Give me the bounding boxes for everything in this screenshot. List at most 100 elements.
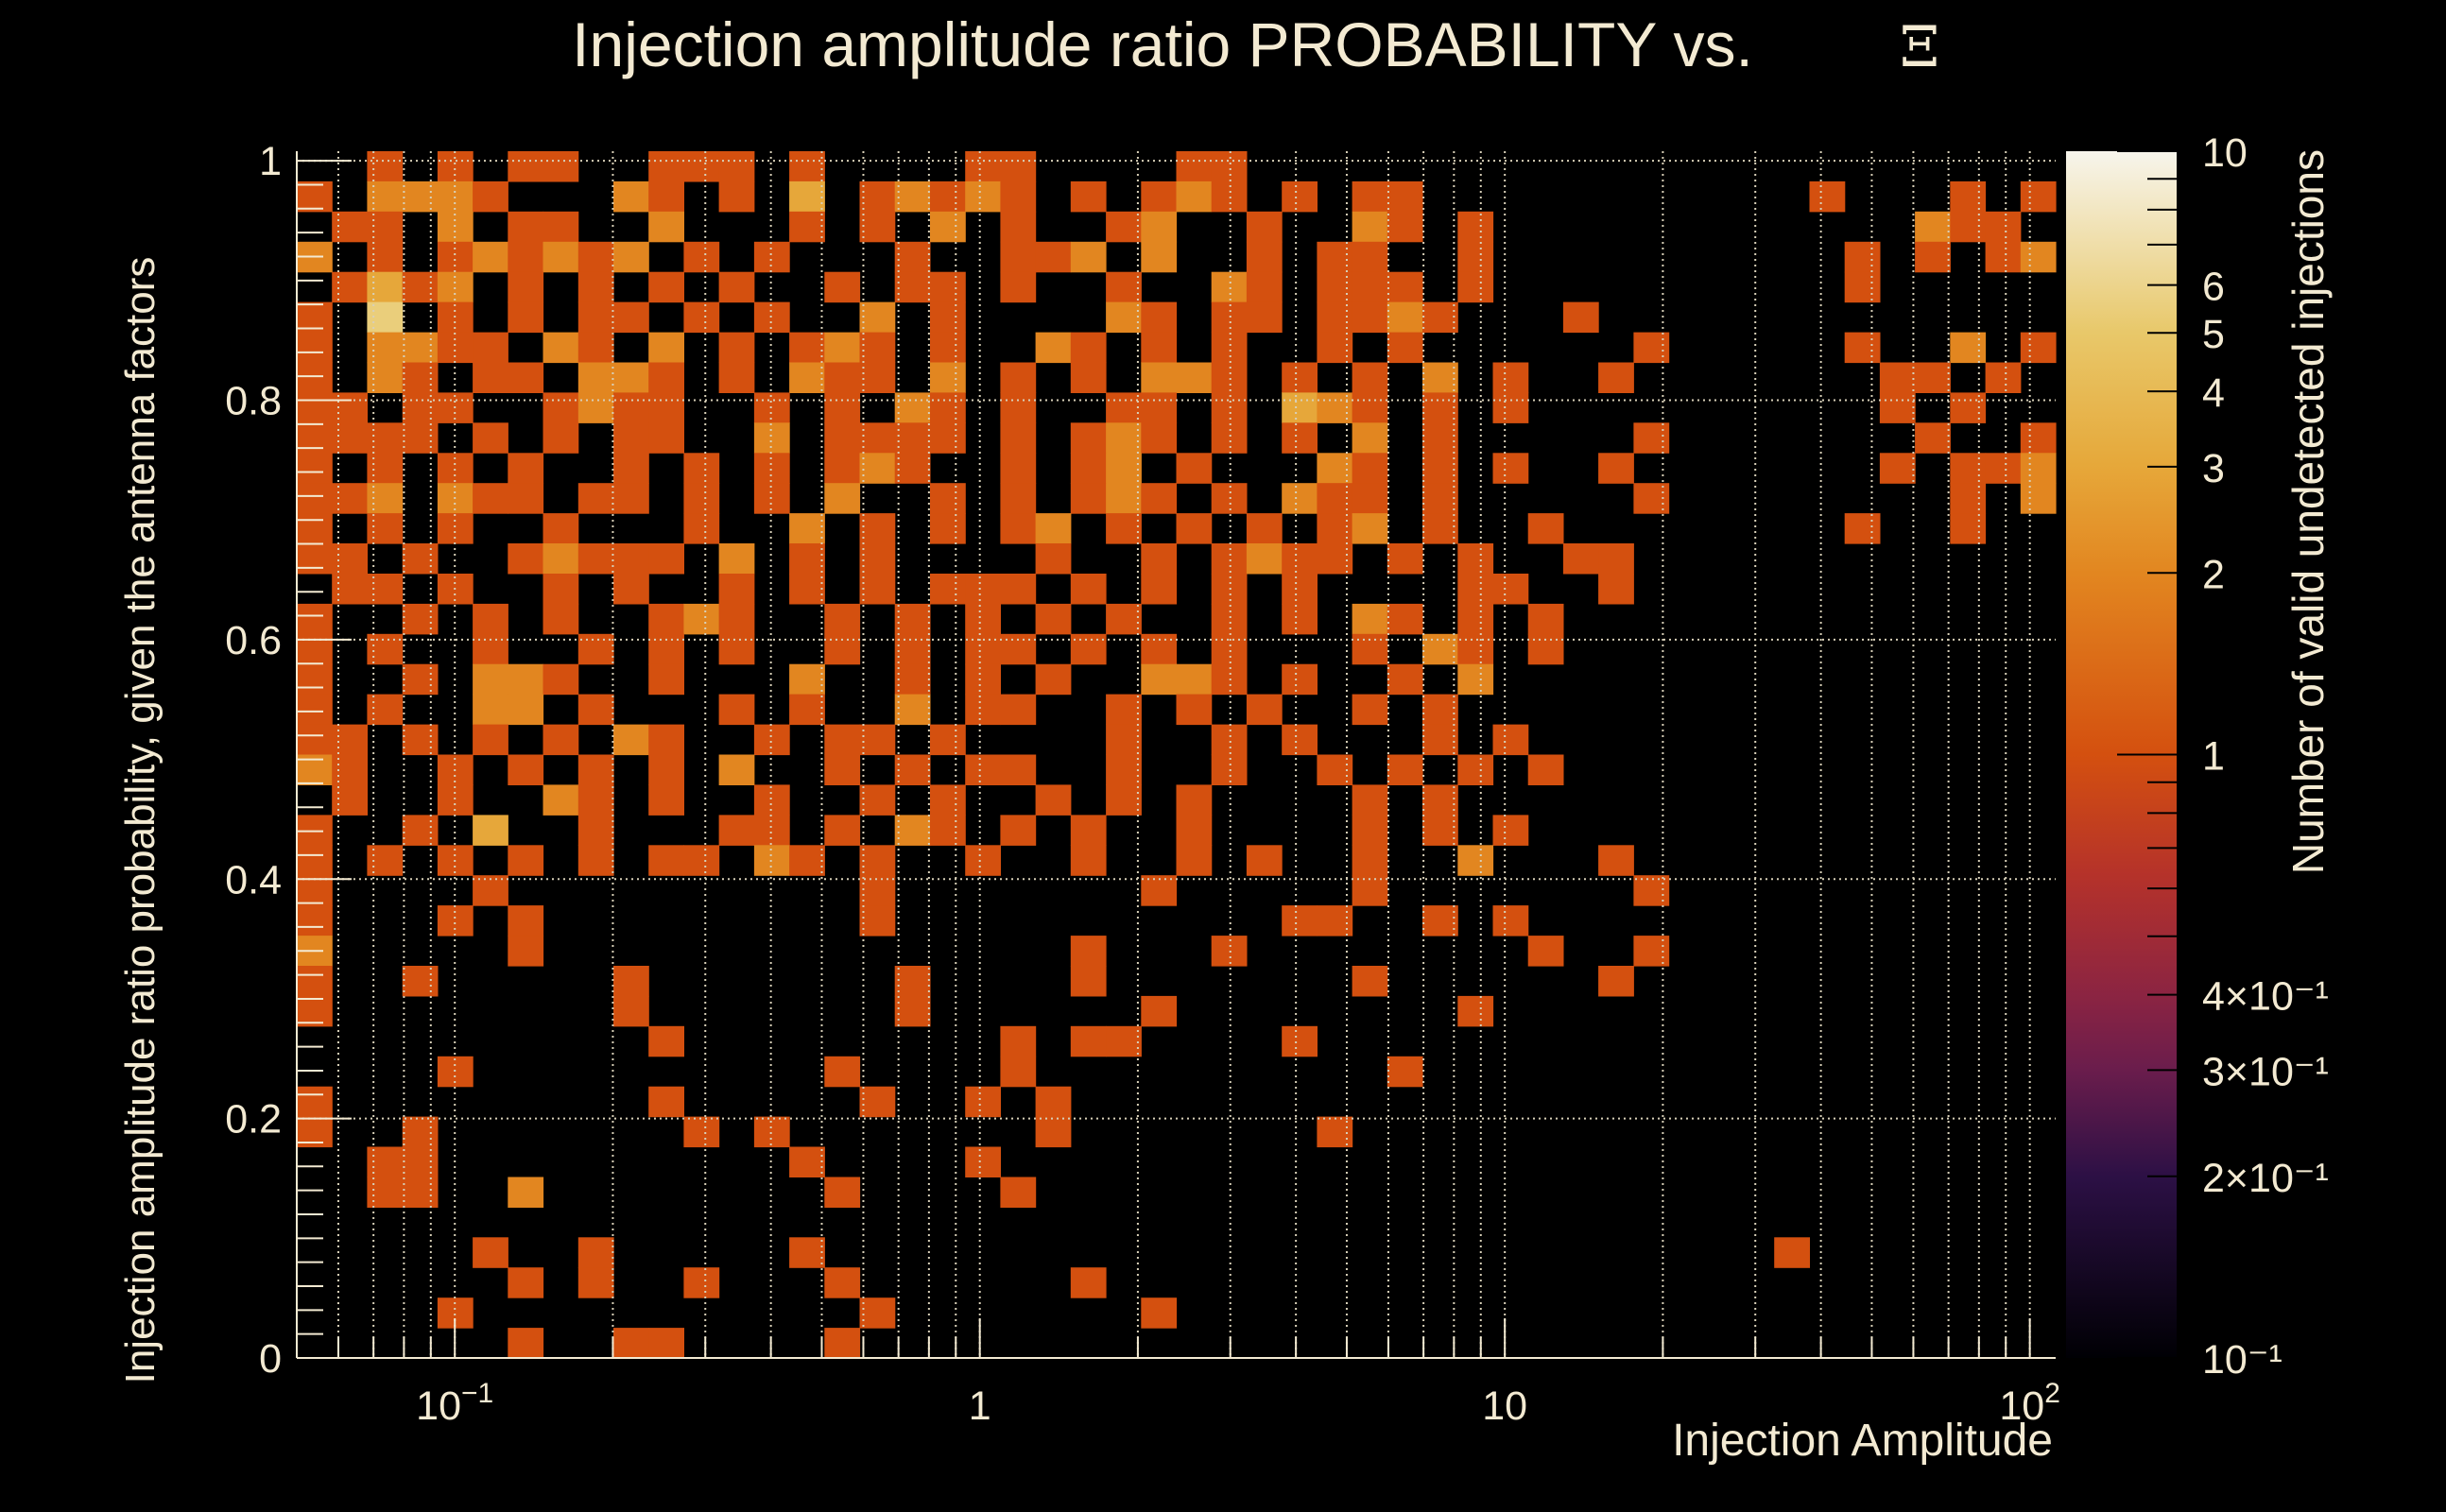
heatmap-cell — [683, 241, 720, 273]
colorbar-tick-label: 5 — [2202, 312, 2225, 357]
heatmap-cell — [508, 1328, 544, 1359]
heatmap-cell — [577, 1267, 614, 1298]
heatmap-cell — [1106, 754, 1142, 785]
heatmap-cell — [789, 1146, 825, 1177]
heatmap-cell — [367, 271, 404, 303]
heatmap-cell — [613, 422, 649, 454]
heatmap-cell — [1070, 633, 1107, 665]
heatmap-cell — [648, 724, 684, 756]
heatmap-cell — [1844, 332, 1881, 364]
heatmap-cell — [613, 180, 649, 213]
heatmap-cell — [1527, 603, 1564, 635]
heatmap-cell — [1317, 543, 1353, 575]
heatmap-cell — [894, 271, 931, 303]
heatmap-cell — [859, 543, 896, 575]
heatmap-cell — [789, 543, 825, 575]
heatmap-cell — [1422, 513, 1458, 544]
heatmap-cell — [297, 995, 333, 1027]
heatmap-cell — [1422, 724, 1458, 756]
heatmap-cell — [1246, 694, 1283, 726]
heatmap-cell — [613, 966, 649, 997]
heatmap-cell — [965, 151, 1001, 182]
heatmap-cell — [789, 211, 825, 243]
heatmap-cell — [965, 180, 1001, 213]
heatmap-cell — [930, 301, 966, 334]
heatmap-cell — [1000, 241, 1037, 273]
heatmap-cell — [297, 724, 333, 756]
heatmap-cell — [613, 241, 649, 273]
heatmap-cell — [789, 513, 825, 544]
heatmap-cell — [473, 815, 508, 846]
heatmap-cell — [1211, 180, 1248, 213]
heatmap-cell — [1457, 995, 1494, 1027]
heatmap-cell — [789, 845, 825, 876]
heatmap-cell — [1000, 151, 1037, 182]
heatmap-cell — [2020, 422, 2057, 454]
heatmap-cell — [543, 332, 579, 364]
heatmap-cell — [1176, 513, 1213, 544]
heatmap-cell — [367, 241, 404, 273]
heatmap-cell — [577, 301, 614, 334]
heatmap-cell — [367, 180, 404, 213]
heatmap-cell — [543, 543, 579, 575]
heatmap-cell — [1457, 603, 1494, 635]
heatmap-cell — [1352, 784, 1388, 816]
heatmap-cell — [1352, 603, 1388, 635]
y-axis-title: Injection amplitude ratio probability, g… — [117, 257, 164, 1384]
heatmap-cell — [789, 151, 825, 182]
heatmap-cell — [1070, 936, 1107, 967]
heatmap-cell — [1457, 663, 1494, 696]
heatmap-cell — [297, 845, 333, 876]
heatmap-cell — [683, 513, 720, 544]
heatmap-cell — [437, 513, 474, 544]
heatmap-cell — [789, 1237, 825, 1268]
heatmap-cell — [402, 543, 439, 575]
heatmap-cell — [473, 603, 508, 635]
heatmap-cell — [1070, 362, 1107, 393]
heatmap-cell — [1422, 362, 1458, 393]
heatmap-cell — [1422, 633, 1458, 665]
colorbar-tick-label: 2 — [2202, 552, 2225, 597]
heatmap-cell — [824, 362, 861, 393]
heatmap-cell — [1141, 392, 1178, 423]
heatmap-cell — [1000, 513, 1037, 544]
heatmap-cell — [402, 271, 439, 303]
heatmap-cell — [1000, 633, 1037, 665]
heatmap-cell — [473, 180, 508, 213]
heatmap-cell — [1422, 815, 1458, 846]
heatmap-cell — [1246, 241, 1283, 273]
heatmap-cell — [824, 1056, 861, 1088]
heatmap-cell — [894, 995, 931, 1027]
heatmap-cell — [1070, 422, 1107, 454]
heatmap-cell — [297, 633, 333, 665]
heatmap-cell — [473, 483, 508, 514]
heatmap-cell — [859, 905, 896, 936]
heatmap-cell — [1774, 1237, 1810, 1268]
heatmap-cell — [367, 694, 404, 726]
heatmap-cell — [1070, 1267, 1107, 1298]
heatmap-cell — [930, 724, 966, 756]
heatmap-cell — [508, 1267, 544, 1298]
heatmap-cell — [1527, 936, 1564, 967]
heatmap-cell — [1598, 543, 1634, 575]
heatmap-cell — [508, 754, 544, 785]
heatmap-cell — [683, 151, 720, 182]
heatmap-cell — [1492, 815, 1529, 846]
heatmap-cell — [1985, 211, 2022, 243]
heatmap-cell — [577, 392, 614, 423]
heatmap-cell — [1844, 513, 1881, 544]
heatmap-cell — [1352, 180, 1388, 213]
heatmap-cell — [1141, 543, 1178, 575]
heatmap-cell — [543, 784, 579, 816]
heatmap-cell — [297, 966, 333, 997]
heatmap-cell — [1035, 1116, 1072, 1148]
heatmap-cell — [1809, 180, 1846, 213]
heatmap-cell — [1915, 422, 1951, 454]
heatmap-cell — [1492, 905, 1529, 936]
heatmap-cell — [367, 332, 404, 364]
heatmap-cell — [577, 362, 614, 393]
heatmap-cell — [1282, 603, 1318, 635]
heatmap-cell — [1000, 1177, 1037, 1208]
heatmap-cell — [1141, 1297, 1178, 1329]
heatmap-cell — [894, 422, 931, 454]
